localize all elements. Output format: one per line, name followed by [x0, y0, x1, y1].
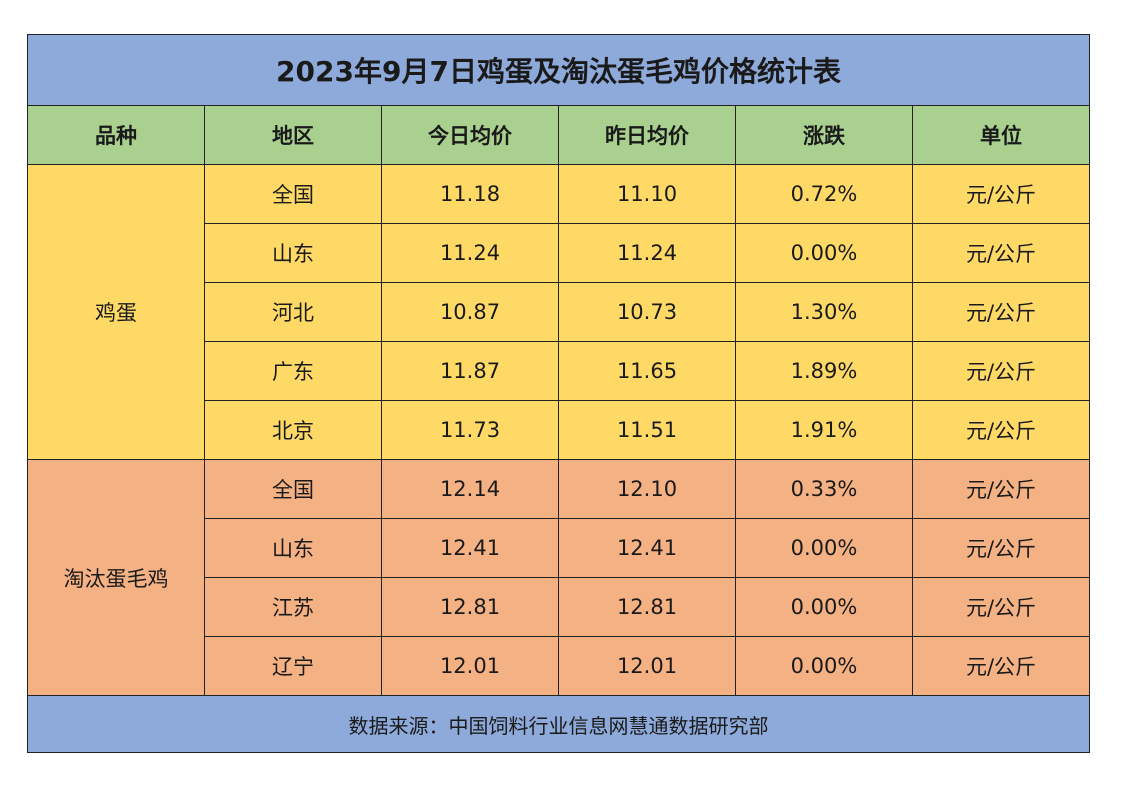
- data-row: 淘汰蛋毛鸡 全国 12.14 12.10 0.33% 元/公斤: [27, 459, 1090, 696]
- data-row: 鸡蛋 全国 11.18 11.10 0.72% 元/公斤: [27, 164, 1090, 460]
- title-row: 2023年9月7日鸡蛋及淘汰蛋毛鸡价格统计表: [27, 34, 1090, 106]
- group-name: 淘汰蛋毛鸡: [27, 459, 205, 696]
- data-cell: 河北: [204, 282, 382, 342]
- data-cell: 江苏: [204, 577, 382, 637]
- data-cell: 12.01: [558, 636, 736, 696]
- header-cell: 地区: [204, 105, 382, 165]
- data-cell: 12.01: [381, 636, 559, 696]
- data-row: 广东 11.87 11.65 1.89% 元/公斤: [27, 341, 1090, 401]
- data-cell: 11.18: [381, 164, 559, 224]
- data-cell: 10.73: [558, 282, 736, 342]
- table-title: 2023年9月7日鸡蛋及淘汰蛋毛鸡价格统计表: [27, 34, 1090, 106]
- data-row: 辽宁 12.01 12.01 0.00% 元/公斤: [27, 636, 1090, 696]
- data-cell: 0.00%: [735, 223, 913, 283]
- price-table: 2023年9月7日鸡蛋及淘汰蛋毛鸡价格统计表 品种 地区 今日均价 昨日均价 涨跌 单位 鸡蛋…: [27, 34, 1090, 753]
- data-cell: 10.87: [381, 282, 559, 342]
- data-cell: 0.00%: [735, 577, 913, 637]
- data-cell: 元/公斤: [912, 223, 1090, 283]
- data-cell: 11.10: [558, 164, 736, 224]
- data-cell: 元/公斤: [912, 518, 1090, 578]
- data-cell: 辽宁: [204, 636, 382, 696]
- data-cell: 11.73: [381, 400, 559, 460]
- data-cell: 11.24: [381, 223, 559, 283]
- data-cell: 元/公斤: [912, 282, 1090, 342]
- data-cell: 1.30%: [735, 282, 913, 342]
- data-cell: 0.00%: [735, 636, 913, 696]
- data-row: 江苏 12.81 12.81 0.00% 元/公斤: [27, 577, 1090, 637]
- header-cell: 今日均价: [381, 105, 559, 165]
- data-row: 山东 11.24 11.24 0.00% 元/公斤: [27, 223, 1090, 283]
- data-cell: 1.89%: [735, 341, 913, 401]
- footer-row: 数据来源：中国饲料行业信息网慧通数据研究部: [27, 695, 1090, 753]
- data-row: 山东 12.41 12.41 0.00% 元/公斤: [27, 518, 1090, 578]
- data-cell: 12.41: [381, 518, 559, 578]
- data-row: 河北 10.87 10.73 1.30% 元/公斤: [27, 282, 1090, 342]
- data-cell: 元/公斤: [912, 400, 1090, 460]
- data-cell: 元/公斤: [912, 341, 1090, 401]
- data-cell: 元/公斤: [912, 636, 1090, 696]
- data-cell: 山东: [204, 518, 382, 578]
- header-cell: 单位: [912, 105, 1090, 165]
- header-row: 品种 地区 今日均价 昨日均价 涨跌 单位: [27, 105, 1090, 165]
- price-table-container: 2023年9月7日鸡蛋及淘汰蛋毛鸡价格统计表 品种 地区 今日均价 昨日均价 涨跌 单位 鸡蛋…: [27, 34, 1090, 763]
- data-cell: 0.72%: [735, 164, 913, 224]
- data-cell: 11.87: [381, 341, 559, 401]
- data-cell: 1.91%: [735, 400, 913, 460]
- data-cell: 元/公斤: [912, 577, 1090, 637]
- data-cell: 12.81: [381, 577, 559, 637]
- data-cell: 全国: [204, 459, 382, 519]
- data-cell: 11.24: [558, 223, 736, 283]
- data-cell: 11.65: [558, 341, 736, 401]
- data-cell: 0.00%: [735, 518, 913, 578]
- header-cell: 品种: [27, 105, 205, 165]
- data-cell: 山东: [204, 223, 382, 283]
- data-cell: 元/公斤: [912, 459, 1090, 519]
- header-cell: 涨跌: [735, 105, 913, 165]
- group-name: 鸡蛋: [27, 164, 205, 460]
- data-cell: 12.10: [558, 459, 736, 519]
- data-cell: 12.81: [558, 577, 736, 637]
- data-cell: 北京: [204, 400, 382, 460]
- data-cell: 12.41: [558, 518, 736, 578]
- data-cell: 全国: [204, 164, 382, 224]
- data-cell: 广东: [204, 341, 382, 401]
- data-cell: 0.33%: [735, 459, 913, 519]
- data-cell: 元/公斤: [912, 164, 1090, 224]
- data-row: 北京 11.73 11.51 1.91% 元/公斤: [27, 400, 1090, 460]
- source-note: 数据来源：中国饲料行业信息网慧通数据研究部: [27, 695, 1090, 753]
- data-cell: 12.14: [381, 459, 559, 519]
- data-cell: 11.51: [558, 400, 736, 460]
- header-cell: 昨日均价: [558, 105, 736, 165]
